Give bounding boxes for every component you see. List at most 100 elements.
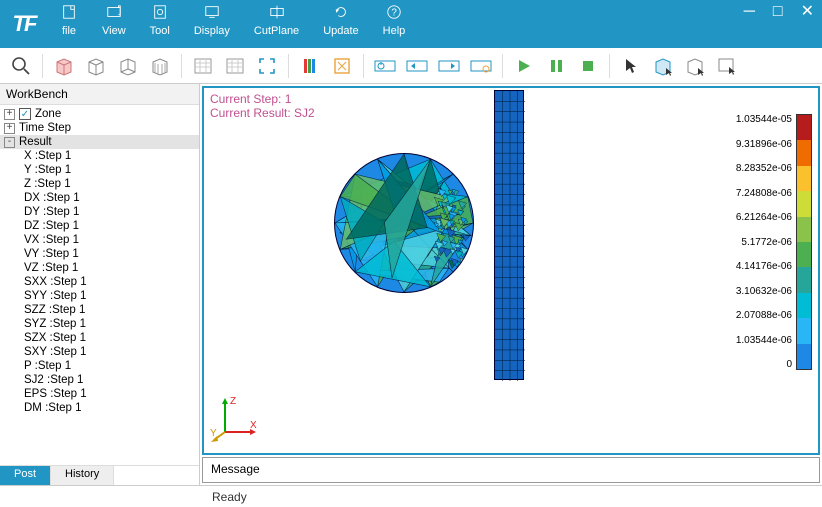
tree-item[interactable]: DZ :Step 1: [0, 219, 199, 233]
legend-swatch: [797, 166, 811, 191]
tree-item[interactable]: DM :Step 1: [0, 401, 199, 415]
tree-item[interactable]: SYZ :Step 1: [0, 317, 199, 331]
legend-label: 1.03544e-05: [736, 114, 792, 125]
tree-item[interactable]: EPS :Step 1: [0, 387, 199, 401]
legend-label: 0: [736, 359, 792, 370]
tree-label: DM :Step 1: [24, 402, 82, 414]
menu-tool[interactable]: Tool: [138, 0, 182, 48]
legend-label: 1.03544e-06: [736, 335, 792, 346]
tree-item[interactable]: SZX :Step 1: [0, 331, 199, 345]
tree-item[interactable]: VX :Step 1: [0, 233, 199, 247]
marker-box-icon[interactable]: [327, 52, 357, 80]
tree-node-time-step[interactable]: + Time Step: [0, 121, 199, 135]
tree-label: Result: [19, 136, 52, 148]
main-menu: fileViewToolDisplay CutPlane Update?Help: [48, 0, 744, 48]
window-controls: ─ □ ✕: [744, 0, 822, 48]
fit-view-icon[interactable]: [252, 52, 282, 80]
checkbox-icon[interactable]: ✓: [19, 108, 31, 120]
sidebar: WorkBench +✓Zone+Time Step-ResultX :Step…: [0, 84, 200, 485]
expand-icon[interactable]: -: [4, 137, 15, 148]
cutplane-icon: [268, 4, 286, 23]
legend-swatch: [797, 267, 811, 292]
tree-item[interactable]: X :Step 1: [0, 149, 199, 163]
color-legend: 1.03544e-059.31896e-068.28352e-067.24808…: [736, 114, 812, 370]
menu-label: Help: [383, 25, 406, 37]
zoom-tool[interactable]: [6, 52, 36, 80]
play-button[interactable]: [509, 52, 539, 80]
tree-label: SXY :Step 1: [24, 346, 86, 358]
step-settings-icon[interactable]: [466, 52, 496, 80]
tree-label: VZ :Step 1: [24, 262, 78, 274]
tree-item[interactable]: VZ :Step 1: [0, 261, 199, 275]
tool-icon: [151, 4, 169, 23]
select-box-1-icon[interactable]: [648, 52, 678, 80]
legend-label: 9.31896e-06: [736, 139, 792, 150]
toolbar: [0, 48, 822, 84]
sidebar-tab-history[interactable]: History: [51, 466, 114, 485]
sidebar-tab-post[interactable]: Post: [0, 466, 51, 485]
power-step-icon[interactable]: [370, 52, 400, 80]
svg-text:Y: Y: [210, 428, 217, 439]
select-rect-icon[interactable]: [712, 52, 742, 80]
tree-item[interactable]: DX :Step 1: [0, 191, 199, 205]
menu-cutplane[interactable]: CutPlane: [242, 0, 311, 48]
viewport-3d[interactable]: Current Step: 1 Current Result: SJ2 Z X: [202, 86, 820, 455]
tree-item[interactable]: SXX :Step 1: [0, 275, 199, 289]
tree-item[interactable]: SYY :Step 1: [0, 289, 199, 303]
expand-icon[interactable]: +: [4, 123, 15, 134]
tree-label: SJ2 :Step 1: [24, 374, 83, 386]
legend-swatch: [797, 293, 811, 318]
menu-view[interactable]: View: [90, 0, 138, 48]
close-button[interactable]: ✕: [801, 4, 814, 20]
view-icon: [105, 4, 123, 23]
cube-hatched-icon[interactable]: [145, 52, 175, 80]
pointer-tool[interactable]: [616, 52, 646, 80]
tree-label: P :Step 1: [24, 360, 71, 372]
tree-item[interactable]: P :Step 1: [0, 359, 199, 373]
grid-1-icon[interactable]: [188, 52, 218, 80]
pause-button[interactable]: [541, 52, 571, 80]
file-icon: [60, 4, 78, 23]
tree-label: Time Step: [19, 122, 71, 134]
tree-node-result[interactable]: -Result: [0, 135, 199, 149]
mesh-sphere: [334, 153, 474, 293]
expand-icon[interactable]: +: [4, 109, 15, 120]
main-area: WorkBench +✓Zone+Time Step-ResultX :Step…: [0, 84, 822, 485]
stop-button[interactable]: [573, 52, 603, 80]
tree-node-zone[interactable]: +✓Zone: [0, 107, 199, 121]
tree-view[interactable]: +✓Zone+Time Step-ResultX :Step 1Y :Step …: [0, 105, 199, 465]
tree-label: SXX :Step 1: [24, 276, 87, 288]
content-area: Current Step: 1 Current Result: SJ2 Z X: [200, 84, 822, 485]
select-box-2-icon[interactable]: [680, 52, 710, 80]
menu-file[interactable]: file: [48, 0, 90, 48]
tree-label: SZZ :Step 1: [24, 304, 85, 316]
tree-item[interactable]: DY :Step 1: [0, 205, 199, 219]
step-prev-icon[interactable]: [402, 52, 432, 80]
tree-item[interactable]: SJ2 :Step 1: [0, 373, 199, 387]
svg-text:Z: Z: [230, 396, 236, 407]
cube-solid-icon[interactable]: [49, 52, 79, 80]
maximize-button[interactable]: □: [773, 4, 783, 20]
colorbar-icon[interactable]: [295, 52, 325, 80]
tree-item[interactable]: SZZ :Step 1: [0, 303, 199, 317]
tree-label: X :Step 1: [24, 150, 71, 162]
menu-label: CutPlane: [254, 25, 299, 37]
tree-item[interactable]: Y :Step 1: [0, 163, 199, 177]
menu-help[interactable]: ?Help: [371, 0, 418, 48]
legend-label: 4.14176e-06: [736, 261, 792, 272]
step-next-icon[interactable]: [434, 52, 464, 80]
tree-item[interactable]: VY :Step 1: [0, 247, 199, 261]
tree-item[interactable]: Z :Step 1: [0, 177, 199, 191]
display-icon: [203, 4, 221, 23]
cube-wire-2-icon[interactable]: [113, 52, 143, 80]
grid-2-icon[interactable]: [220, 52, 250, 80]
svg-text:X: X: [250, 420, 257, 431]
message-bar: Message: [202, 457, 820, 483]
menu-display[interactable]: Display: [182, 0, 242, 48]
minimize-button[interactable]: ─: [744, 4, 755, 20]
menu-update[interactable]: Update: [311, 0, 370, 48]
cube-wire-1-icon[interactable]: [81, 52, 111, 80]
tree-item[interactable]: SXY :Step 1: [0, 345, 199, 359]
tree-label: SYZ :Step 1: [24, 318, 86, 330]
tree-label: EPS :Step 1: [24, 388, 87, 400]
